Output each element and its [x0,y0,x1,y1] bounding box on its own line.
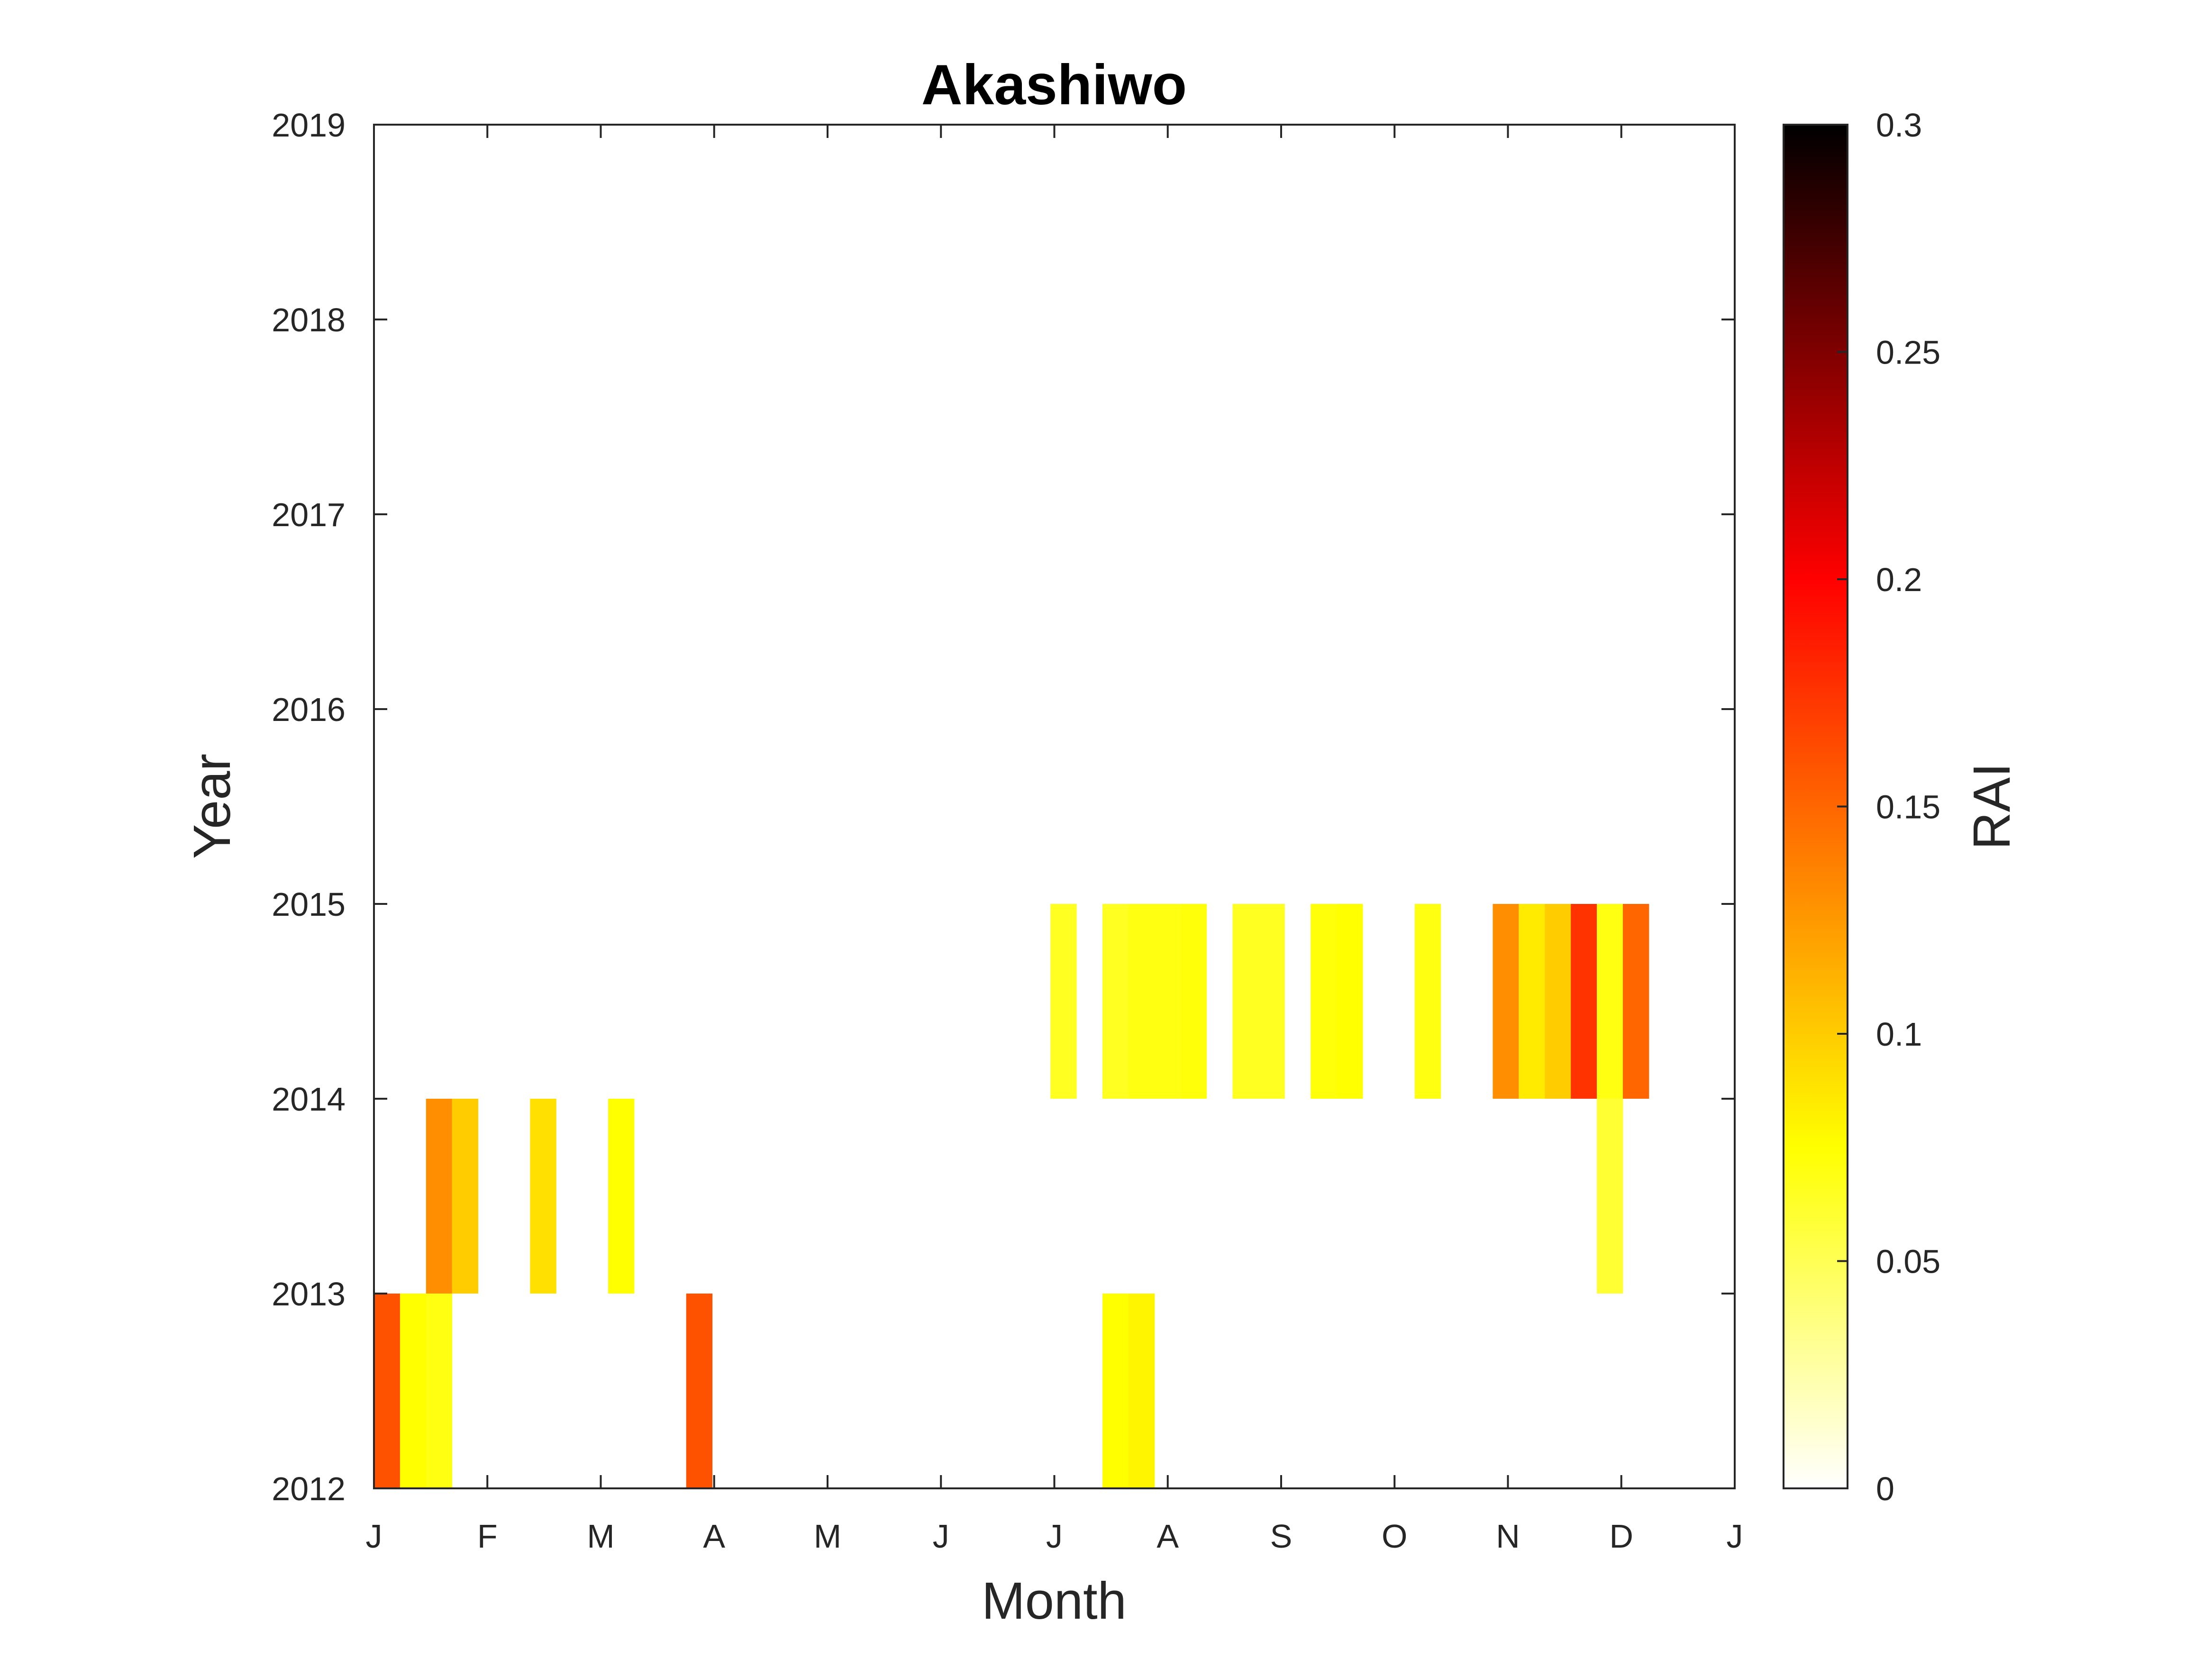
heatmap-cell [1180,904,1207,1099]
plot-frame [373,124,1736,1489]
heatmap-cell [1545,904,1571,1099]
x-tick-label: J [1046,1518,1063,1555]
heatmap-cell [686,1294,713,1488]
heatmap-cell [1258,904,1285,1099]
heatmap-cell [374,1294,401,1488]
heatmap-cell [426,1099,453,1294]
heatmap-cell [1128,904,1155,1099]
x-tick-label: O [1382,1518,1407,1555]
colorbar-axis: 0 0.05 0.1 0.15 0.2 0.25 0.3 [1837,107,1940,1507]
y-tick-label: 2018 [272,301,346,338]
y-tick-label: 2012 [272,1470,346,1507]
y-axis-label: Year [183,754,241,859]
x-tick-label: J [933,1518,949,1555]
heatmap-cell [1128,1294,1155,1488]
colorbar-tick-label: 0.25 [1876,334,1940,371]
heatmap-cell [1102,1294,1129,1488]
heatmap-cell [1311,904,1337,1099]
y-tick-label: 2013 [272,1276,346,1313]
heatmap-cell [608,1099,635,1294]
colorbar-tick-label: 0.3 [1876,107,1922,144]
x-tick-label: A [1156,1518,1179,1555]
heatmap-cell [1493,904,1519,1099]
x-tick-label: J [1727,1518,1743,1555]
heatmap-cell [1337,904,1363,1099]
y-axis: 2012 2013 2014 2015 2016 2017 2018 2019 [272,107,1735,1507]
x-tick-label: N [1496,1518,1520,1555]
x-tick-label: S [1270,1518,1293,1555]
colorbar-label: RAI [1963,763,2021,849]
y-tick-label: 2016 [272,691,346,728]
x-tick-label: M [814,1518,841,1555]
x-tick-label: J [366,1518,382,1555]
y-tick-label: 2015 [272,886,346,923]
heatmap-cell [1154,904,1181,1099]
heatmap-cell [1050,904,1077,1099]
heatmap-cell [426,1294,453,1488]
heatmap-cell [1102,904,1129,1099]
heatmap-cell [1597,904,1623,1099]
y-tick-label: 2019 [272,107,346,144]
colorbar-tick-label: 0 [1876,1470,1894,1507]
chart-title: Akashiwo [921,53,1187,117]
x-tick-label: A [703,1518,725,1555]
x-axis-label: Month [982,1572,1127,1630]
y-tick-label: 2014 [272,1081,346,1118]
heatmap-cell [530,1099,556,1294]
heatmap-cells [374,904,1649,1488]
y-tick-label: 2017 [272,496,346,533]
heatmap-cell [1571,904,1597,1099]
colorbar [1783,124,1848,1489]
heatmap-cell [1232,904,1259,1099]
heatmap-cell [400,1294,427,1488]
colorbar-tick-label: 0.15 [1876,789,1940,826]
heatmap-cell [1519,904,1545,1099]
colorbar-tick-label: 0.1 [1876,1016,1922,1053]
x-tick-label: F [477,1518,498,1555]
heatmap-cell [452,1099,479,1294]
colorbar-tick-label: 0.2 [1876,561,1922,598]
x-tick-label: D [1609,1518,1633,1555]
heatmap-cell [1414,904,1441,1099]
colorbar-tick-label: 0.05 [1876,1243,1940,1280]
x-tick-label: M [587,1518,614,1555]
heatmap-cell [1622,904,1649,1099]
heatmap-cell [1597,1099,1623,1294]
